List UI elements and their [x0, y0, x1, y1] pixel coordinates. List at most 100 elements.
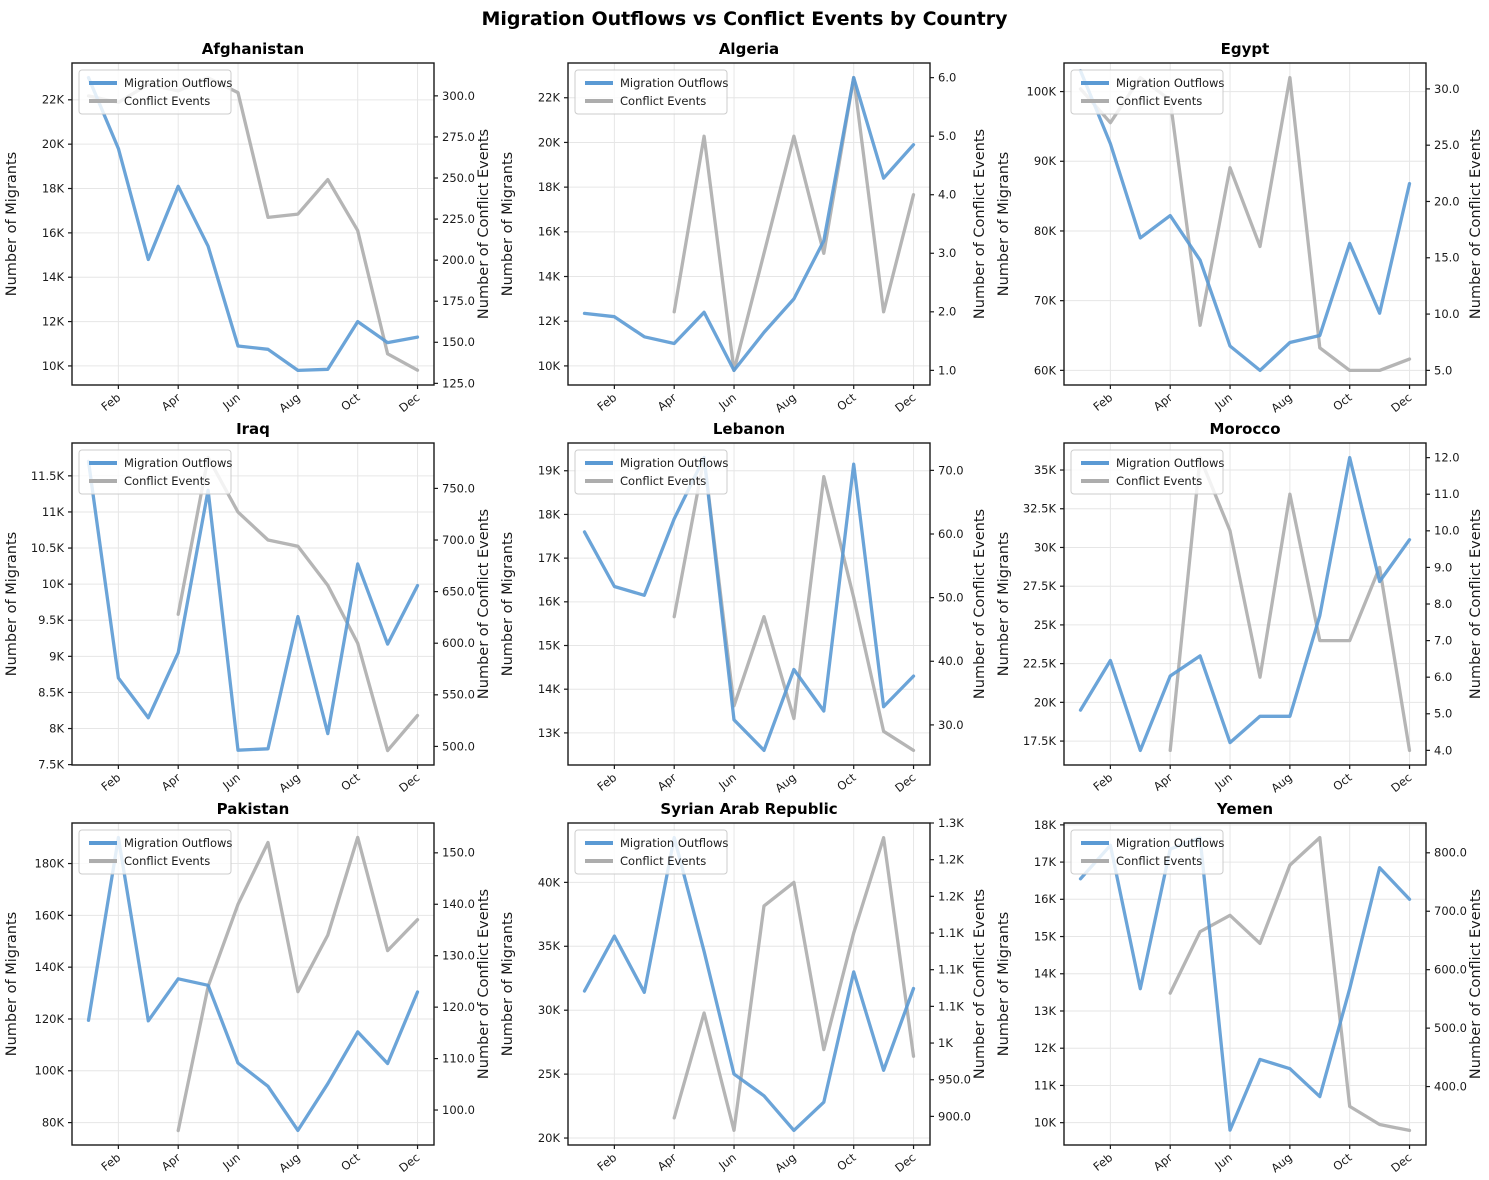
left-axis-ticks: 10K 11K 12K 13K 14K 15K 16K 17K 18K [1033, 818, 1064, 1130]
x-tick-label: Aug [1268, 1150, 1294, 1174]
right-axis-ticks: 1.0 2.0 3.0 4.0 5.0 6.0 [929, 71, 956, 377]
y-tick-label: 11K [41, 505, 64, 519]
y-tick-label: 90K [1033, 154, 1056, 168]
x-axis-ticks: Feb Apr Jun Aug Oct Dec [98, 385, 422, 414]
y-tick-label: 15.0 [1434, 251, 1460, 265]
x-tick-label: Feb [1090, 1150, 1115, 1174]
left-axis-title: Number of Migrants [4, 152, 20, 296]
migration-line [86, 75, 419, 373]
x-tick-label: Aug [772, 770, 798, 794]
right-axis-ticks: 900.0 950.0 1K 1.1K 1.1K 1.1K 1.2K 1.2K 1.3K [929, 816, 971, 1123]
y-tick-label: 60.0 [938, 527, 964, 541]
x-axis-ticks: Feb Apr Jun Aug Oct Dec [1090, 385, 1414, 414]
y-tick-label: 10K [41, 577, 64, 591]
y-tick-label: 20K [1033, 695, 1056, 709]
chart-afghanistan: 10K 12K 14K 16K 18K 20K 22K 125.0 150.0 175.0 200.… [4, 40, 492, 414]
migration-line [1078, 836, 1411, 1132]
y-tick-label: 160K [34, 908, 64, 922]
x-tick-label: Jun [715, 390, 739, 413]
y-tick-label: 30.0 [1434, 82, 1460, 96]
right-axis-title: Number of Conflict Events [972, 129, 988, 319]
right-axis-title: Number of Conflict Events [1468, 129, 1484, 319]
x-tick-label: Oct [834, 770, 859, 794]
x-tick-label: Jun [219, 390, 243, 413]
y-tick-label: 125.0 [442, 376, 475, 390]
y-tick-label: 6.0 [1434, 670, 1452, 684]
plot-border [1062, 822, 1427, 1146]
y-tick-label: 650.0 [442, 585, 475, 599]
chart-egypt: 60K 70K 80K 90K 100K 5.0 10.0 15.0 20.0 25.0 30.0 F… [996, 40, 1484, 414]
x-tick-label: Jun [219, 770, 243, 793]
migration-line [86, 835, 419, 1133]
legend-conflict-label: Conflict Events [620, 474, 706, 488]
y-tick-label: 1.1K [938, 963, 964, 977]
y-tick-label: 25.0 [1434, 138, 1460, 152]
chart-title: Afghanistan [201, 40, 303, 58]
x-tick-label: Feb [594, 770, 619, 794]
y-tick-label: 32.5K [1022, 502, 1056, 516]
y-tick-label: 10K [537, 359, 560, 373]
y-tick-label: 600.0 [442, 636, 475, 650]
y-tick-label: 1.1K [938, 926, 964, 940]
right-axis-title: Number of Conflict Events [1468, 509, 1484, 699]
y-tick-label: 150.0 [442, 335, 475, 349]
y-tick-label: 10.0 [1434, 524, 1460, 538]
legend-conflict-label: Conflict Events [1116, 94, 1202, 108]
x-tick-label: Apr [158, 390, 183, 413]
x-tick-label: Oct [834, 390, 859, 414]
right-axis-ticks: 400.0 500.0 600.0 700.0 800.0 [1425, 846, 1467, 1093]
y-tick-label: 19K [537, 464, 560, 478]
y-tick-label: 1.2K [938, 889, 964, 903]
y-tick-label: 400.0 [1434, 1079, 1467, 1093]
right-axis-title: Number of Conflict Events [476, 129, 492, 319]
y-tick-label: 700.0 [1434, 904, 1467, 918]
left-axis-ticks: 60K 70K 80K 90K 100K [1026, 84, 1064, 377]
left-axis-title: Number of Migrants [500, 912, 516, 1056]
x-tick-label: Aug [772, 1150, 798, 1174]
charts-grid: 10K 12K 14K 16K 18K 20K 22K 125.0 150.0 175.0 200.… [1, 34, 1489, 1174]
right-axis-title: Number of Conflict Events [972, 509, 988, 699]
y-tick-label: 70.0 [938, 463, 964, 477]
x-axis-ticks: Feb Apr Jun Aug Oct Dec [98, 765, 422, 794]
x-tick-label: Dec [892, 390, 918, 414]
y-tick-label: 14K [41, 270, 64, 284]
legend: Migration Outflows Conflict Events [78, 829, 232, 875]
y-tick-label: 80K [41, 1116, 64, 1130]
right-axis-title: Number of Conflict Events [476, 889, 492, 1079]
legend: Migration Outflows Conflict Events [78, 69, 232, 115]
x-tick-label: Oct [1330, 1150, 1355, 1174]
chart-morocco: 17.5K 20K 22.5K 25K 27.5K 30K 32.5K 35K 4.0 5.0 6.… [996, 420, 1484, 794]
left-axis-ticks: 80K 100K 120K 140K 160K 180K [34, 856, 72, 1130]
migration-line [1078, 455, 1411, 753]
y-tick-label: 140.0 [442, 897, 475, 911]
y-tick-label: 5.0 [938, 129, 956, 143]
chart-title: Yemen [1215, 800, 1272, 818]
x-tick-label: Feb [1090, 770, 1115, 794]
chart-yemen: 10K 11K 12K 13K 14K 15K 16K 17K 18K 400.0 500.0 600… [996, 800, 1484, 1174]
y-tick-label: 10.0 [1434, 307, 1460, 321]
x-tick-label: Aug [276, 770, 302, 794]
x-tick-label: Dec [892, 1150, 918, 1174]
y-tick-label: 900.0 [938, 1109, 971, 1123]
legend-migration-label: Migration Outflows [620, 836, 728, 850]
y-tick-label: 175.0 [442, 294, 475, 308]
y-tick-label: 10K [1033, 1116, 1056, 1130]
x-tick-label: Feb [594, 390, 619, 414]
migration-line [1078, 69, 1411, 373]
y-tick-label: 13K [1033, 1004, 1056, 1018]
left-axis-title: Number of Migrants [500, 532, 516, 676]
y-tick-label: 22K [537, 91, 560, 105]
y-tick-label: 225.0 [442, 212, 475, 226]
left-axis-ticks: 7.5K 8K 8.5K 9K 9.5K 10K 10.5K 11K 11.5K [30, 469, 72, 772]
y-tick-label: 18K [537, 507, 560, 521]
y-tick-label: 120.0 [442, 1000, 475, 1014]
x-tick-label: Aug [276, 1150, 302, 1174]
migration-line [582, 455, 915, 753]
left-axis-title: Number of Migrants [996, 912, 1012, 1056]
y-tick-label: 20K [537, 135, 560, 149]
x-tick-label: Dec [1388, 770, 1414, 794]
y-tick-label: 7.5K [38, 758, 64, 772]
y-tick-label: 3.0 [938, 246, 956, 260]
y-tick-label: 14K [537, 269, 560, 283]
